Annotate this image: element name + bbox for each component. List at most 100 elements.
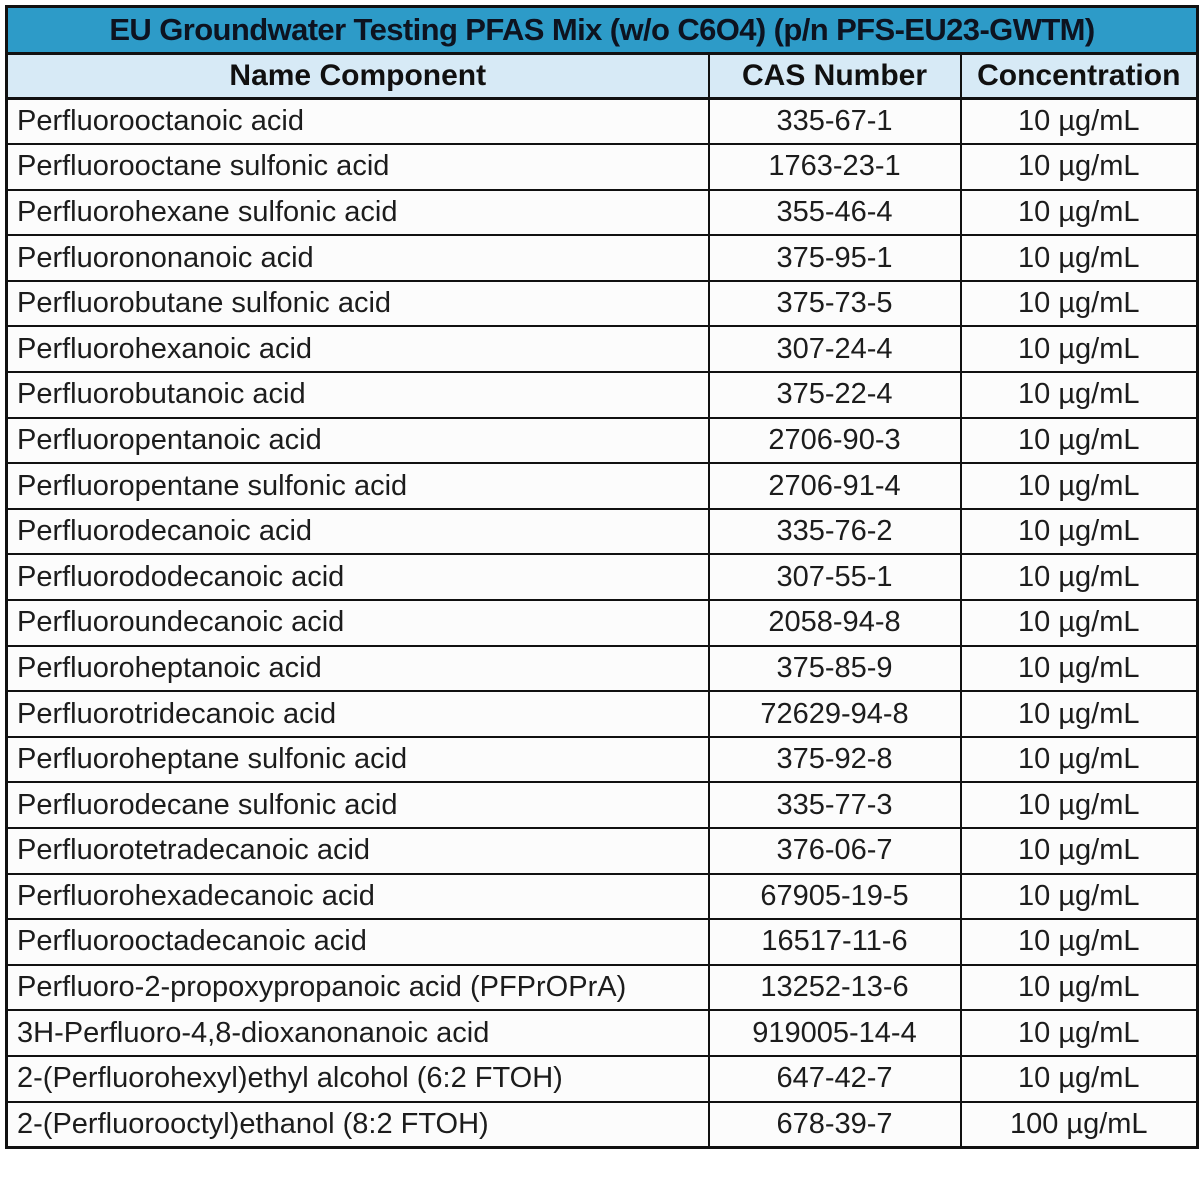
cas-number-cell: 67905-19-5 [707, 872, 962, 921]
cas-number-cell: 355-46-4 [707, 188, 962, 237]
cas-number-cell: 376-06-7 [707, 827, 962, 875]
concentration-cell: 10 µg/mL [959, 553, 1199, 602]
table-row: Perfluorooctanoic acid 335-67-1 10 µg/mL [5, 97, 1199, 146]
cas-number-cell: 2058-94-8 [707, 599, 962, 647]
name-component-cell: Perfluoroundecanoic acid [5, 599, 710, 647]
name-component-cell: 2-(Perfluorooctyl)ethanol (8:2 FTOH) [5, 1100, 710, 1149]
table-row: Perfluorooctane sulfonic acid 1763-23-1 … [5, 143, 1199, 191]
concentration-cell: 10 µg/mL [959, 918, 1199, 966]
name-component-cell: Perfluorotridecanoic acid [5, 690, 710, 738]
table-row: Perfluorooctadecanoic acid 16517-11-6 10… [5, 918, 1199, 966]
concentration-cell: 10 µg/mL [959, 507, 1199, 556]
name-component-cell: 2-(Perfluorohexyl)ethyl alcohol (6:2 FTO… [5, 1054, 710, 1103]
cas-number-cell: 1763-23-1 [707, 143, 962, 191]
name-component-cell: Perfluoroheptanoic acid [5, 644, 710, 693]
cas-number-cell: 13252-13-6 [707, 963, 962, 1012]
concentration-cell: 10 µg/mL [959, 416, 1199, 465]
cas-number-cell: 375-22-4 [707, 371, 962, 419]
name-component-cell: Perfluorohexanoic acid [5, 325, 710, 374]
concentration-cell: 10 µg/mL [959, 325, 1199, 374]
name-component-cell: Perfluorohexane sulfonic acid [5, 188, 710, 237]
table-row: Perfluorotetradecanoic acid 376-06-7 10 … [5, 827, 1199, 875]
name-component-cell: Perfluorononanoic acid [5, 234, 710, 282]
cas-number-cell: 678-39-7 [707, 1100, 962, 1149]
title-row: EU Groundwater Testing PFAS Mix (w/o C6O… [5, 5, 1199, 55]
table-row: Perfluoroundecanoic acid 2058-94-8 10 µg… [5, 599, 1199, 647]
cas-number-cell: 2706-90-3 [707, 416, 962, 465]
concentration-cell: 10 µg/mL [959, 599, 1199, 647]
cas-number-cell: 647-42-7 [707, 1054, 962, 1103]
name-component-cell: Perfluorobutane sulfonic acid [5, 279, 710, 328]
table-row: Perfluorodecanoic acid 335-76-2 10 µg/mL [5, 507, 1199, 556]
name-component-cell: Perfluorooctane sulfonic acid [5, 143, 710, 191]
cas-number-cell: 16517-11-6 [707, 918, 962, 966]
table-row: Perfluorohexane sulfonic acid 355-46-4 1… [5, 188, 1199, 237]
concentration-cell: 10 µg/mL [959, 644, 1199, 693]
table-row: Perfluorododecanoic acid 307-55-1 10 µg/… [5, 553, 1199, 602]
name-component-cell: 3H-Perfluoro-4,8-dioxanonanoic acid [5, 1009, 710, 1057]
table-row: Perfluoroheptanoic acid 375-85-9 10 µg/m… [5, 644, 1199, 693]
name-component-cell: Perfluoro-2-propoxypropanoic acid (PFPrO… [5, 963, 710, 1012]
column-header-concentration: Concentration [959, 52, 1199, 100]
table-row: Perfluorodecane sulfonic acid 335-77-3 1… [5, 781, 1199, 829]
concentration-cell: 10 µg/mL [959, 188, 1199, 237]
cas-number-cell: 335-76-2 [707, 507, 962, 556]
name-component-cell: Perfluoroheptane sulfonic acid [5, 735, 710, 784]
name-component-cell: Perfluorooctanoic acid [5, 97, 710, 146]
cas-number-cell: 72629-94-8 [707, 690, 962, 738]
table-row: Perfluoro-2-propoxypropanoic acid (PFPrO… [5, 963, 1199, 1012]
cas-number-cell: 375-92-8 [707, 735, 962, 784]
table-row: Perfluorobutanoic acid 375-22-4 10 µg/mL [5, 371, 1199, 419]
table-row: Perfluorohexadecanoic acid 67905-19-5 10… [5, 872, 1199, 921]
column-header-name-component: Name Component [5, 52, 710, 100]
concentration-cell: 10 µg/mL [959, 279, 1199, 328]
concentration-cell: 10 µg/mL [959, 827, 1199, 875]
name-component-cell: Perfluorohexadecanoic acid [5, 872, 710, 921]
cas-number-cell: 919005-14-4 [707, 1009, 962, 1057]
name-component-cell: Perfluorodecane sulfonic acid [5, 781, 710, 829]
column-header-row: Name Component CAS Number Concentration [5, 52, 1199, 100]
name-component-cell: Perfluoropentane sulfonic acid [5, 462, 710, 510]
cas-number-cell: 307-24-4 [707, 325, 962, 374]
cas-number-cell: 2706-91-4 [707, 462, 962, 510]
table-row: 2-(Perfluorohexyl)ethyl alcohol (6:2 FTO… [5, 1054, 1199, 1103]
cas-number-cell: 375-85-9 [707, 644, 962, 693]
table-row: 3H-Perfluoro-4,8-dioxanonanoic acid 9190… [5, 1009, 1199, 1057]
table-row: Perfluoropentanoic acid 2706-90-3 10 µg/… [5, 416, 1199, 465]
concentration-cell: 10 µg/mL [959, 872, 1199, 921]
name-component-cell: Perfluorododecanoic acid [5, 553, 710, 602]
concentration-cell: 10 µg/mL [959, 234, 1199, 282]
table-row: Perfluorotridecanoic acid 72629-94-8 10 … [5, 690, 1199, 738]
cas-number-cell: 375-95-1 [707, 234, 962, 282]
table-row: Perfluorohexanoic acid 307-24-4 10 µg/mL [5, 325, 1199, 374]
cas-number-cell: 335-77-3 [707, 781, 962, 829]
table-body: Perfluorooctanoic acid 335-67-1 10 µg/mL… [5, 97, 1199, 1149]
name-component-cell: Perfluorodecanoic acid [5, 507, 710, 556]
cas-number-cell: 335-67-1 [707, 97, 962, 146]
concentration-cell: 10 µg/mL [959, 690, 1199, 738]
name-component-cell: Perfluorobutanoic acid [5, 371, 710, 419]
pfas-mix-table: EU Groundwater Testing PFAS Mix (w/o C6O… [5, 5, 1199, 1149]
concentration-cell: 10 µg/mL [959, 1009, 1199, 1057]
concentration-cell: 10 µg/mL [959, 371, 1199, 419]
concentration-cell: 10 µg/mL [959, 1054, 1199, 1103]
table-row: 2-(Perfluorooctyl)ethanol (8:2 FTOH) 678… [5, 1100, 1199, 1149]
cas-number-cell: 307-55-1 [707, 553, 962, 602]
concentration-cell: 10 µg/mL [959, 97, 1199, 146]
table-title: EU Groundwater Testing PFAS Mix (w/o C6O… [5, 5, 1199, 55]
concentration-cell: 10 µg/mL [959, 963, 1199, 1012]
concentration-cell: 10 µg/mL [959, 143, 1199, 191]
name-component-cell: Perfluorooctadecanoic acid [5, 918, 710, 966]
concentration-cell: 10 µg/mL [959, 735, 1199, 784]
concentration-cell: 100 µg/mL [959, 1100, 1199, 1149]
table-row: Perfluoroheptane sulfonic acid 375-92-8 … [5, 735, 1199, 784]
table-row: Perfluorobutane sulfonic acid 375-73-5 1… [5, 279, 1199, 328]
table-row: Perfluorononanoic acid 375-95-1 10 µg/mL [5, 234, 1199, 282]
name-component-cell: Perfluorotetradecanoic acid [5, 827, 710, 875]
cas-number-cell: 375-73-5 [707, 279, 962, 328]
column-header-cas-number: CAS Number [707, 52, 962, 100]
concentration-cell: 10 µg/mL [959, 781, 1199, 829]
table-row: Perfluoropentane sulfonic acid 2706-91-4… [5, 462, 1199, 510]
name-component-cell: Perfluoropentanoic acid [5, 416, 710, 465]
